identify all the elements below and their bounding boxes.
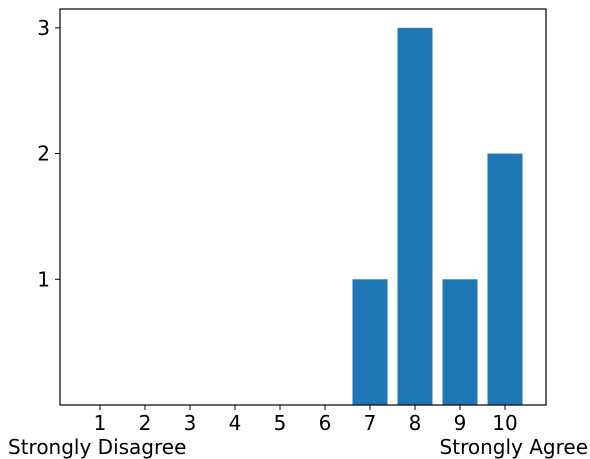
x-tick-label: 10 xyxy=(492,411,517,435)
y-tick-label: 1 xyxy=(37,267,50,291)
x-tick-label: 6 xyxy=(319,411,332,435)
bar-series xyxy=(352,27,523,405)
x-tick-label: 3 xyxy=(184,411,197,435)
high-extreme-label: Strongly Agree xyxy=(440,435,588,459)
x-axis: 1 2 3 4 5 6 7 8 9 10 xyxy=(94,405,518,435)
x-tick-label: 4 xyxy=(229,411,242,435)
low-extreme-label: Strongly Disagree xyxy=(8,435,186,459)
bar-10 xyxy=(487,153,523,405)
bar-7 xyxy=(352,279,388,405)
x-tick-label: 7 xyxy=(364,411,377,435)
x-tick-label: 5 xyxy=(274,411,287,435)
x-tick-label: 1 xyxy=(94,411,107,435)
bar-8 xyxy=(397,27,433,405)
y-axis: 1 2 3 xyxy=(37,16,60,291)
x-tick-label: 8 xyxy=(409,411,422,435)
y-tick-label: 3 xyxy=(37,16,50,40)
x-tick-label: 9 xyxy=(454,411,467,435)
y-tick-label: 2 xyxy=(37,142,50,166)
x-tick-label: 2 xyxy=(139,411,152,435)
bar-9 xyxy=(442,279,478,405)
plot-area-frame xyxy=(59,8,547,406)
